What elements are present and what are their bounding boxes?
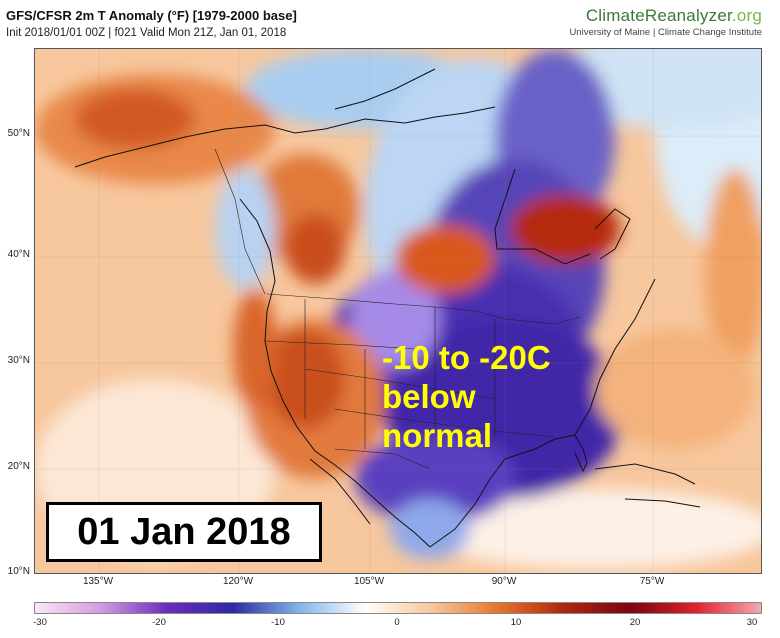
colorbar-tick: 20 xyxy=(629,617,641,628)
map-title: GFS/CFSR 2m T Anomaly (°F) [1979-2000 ba… xyxy=(6,8,297,23)
anomaly-field xyxy=(35,49,761,573)
brand-subtitle: University of Maine | Climate Change Ins… xyxy=(569,27,762,38)
lon-label-135w: 135°W xyxy=(82,576,114,587)
gridlines xyxy=(35,49,761,573)
lon-label-105w: 105°W xyxy=(353,576,385,587)
lat-label-30n: 30°N xyxy=(7,355,30,366)
colorbar-tick: -20 xyxy=(152,617,166,628)
map-canvas xyxy=(35,49,761,573)
lon-label-90w: 90°W xyxy=(491,576,517,587)
brand-name-main: ClimateReanalyzer xyxy=(585,6,732,25)
coastlines xyxy=(74,68,701,548)
lat-label-50n: 50°N xyxy=(7,128,30,139)
colorbar-tick: 10 xyxy=(510,617,522,628)
brand-name: ClimateReanalyzer.org xyxy=(569,6,762,26)
political-borders xyxy=(214,148,581,470)
lon-label-120w: 120°W xyxy=(222,576,254,587)
colorbar-tick: -30 xyxy=(33,617,47,628)
colorbar-tick: 30 xyxy=(746,617,758,628)
colorbar xyxy=(34,602,762,614)
lon-label-75w: 75°W xyxy=(639,576,665,587)
colorbar-tick: -10 xyxy=(271,617,285,628)
lat-label-10n: 10°N xyxy=(7,566,30,577)
lat-label-20n: 20°N xyxy=(7,461,30,472)
brand-name-suffix: .org xyxy=(731,6,762,25)
colorbar-tick: 0 xyxy=(394,617,400,628)
brand-logo[interactable]: ClimateReanalyzer.org University of Main… xyxy=(569,6,762,38)
date-label: 01 Jan 2018 xyxy=(77,510,291,553)
anomaly-map[interactable] xyxy=(34,48,762,574)
map-subtitle: Init 2018/01/01 00Z | f021 Valid Mon 21Z… xyxy=(6,27,287,39)
date-label-box: 01 Jan 2018 xyxy=(46,502,322,562)
anomaly-annotation: -10 to -20C below normal xyxy=(382,339,551,454)
lat-label-40n: 40°N xyxy=(7,249,30,260)
